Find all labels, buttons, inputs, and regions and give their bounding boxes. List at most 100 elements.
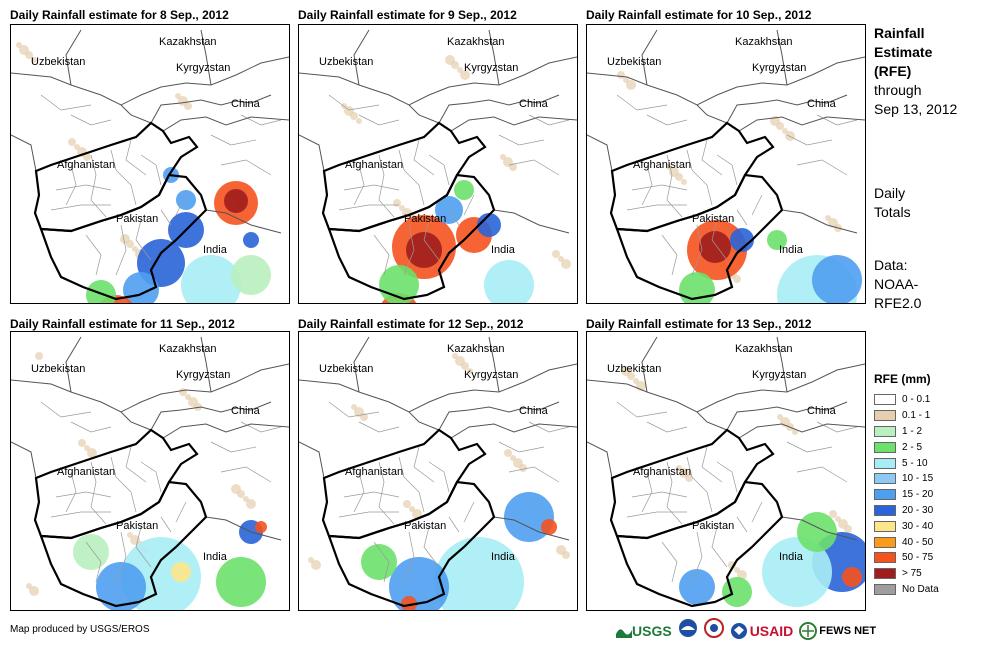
legend-swatch	[874, 504, 896, 516]
kyrgyzstan-label: Kyrgyzstan	[752, 369, 806, 381]
legend-item: 15 - 20	[874, 487, 939, 503]
panel-title-3: Daily Rainfall estimate for 10 Sep., 201…	[586, 8, 812, 22]
legend-swatch	[874, 489, 896, 501]
legend-swatch	[874, 473, 896, 485]
country-borders	[587, 336, 865, 541]
legend-item: 40 - 50	[874, 534, 939, 550]
kazakhstan-label: Kazakhstan	[159, 36, 216, 48]
legend-item: 50 - 75	[874, 550, 939, 566]
legend-swatch	[874, 552, 896, 564]
map-series-title: Rainfall Estimate (RFE) through Sep 13, …	[874, 24, 957, 119]
daily-totals-label: Daily Totals	[874, 184, 911, 222]
admin-boundaries	[40, 94, 282, 276]
legend-swatch	[874, 457, 896, 469]
kyrgyzstan-label: Kyrgyzstan	[176, 369, 230, 381]
panel-title-5: Daily Rainfall estimate for 12 Sep., 201…	[298, 317, 524, 331]
pakistan-outline	[615, 480, 784, 608]
legend-label: 0.1 - 1	[902, 410, 931, 422]
noaa-logo-icon	[678, 618, 698, 643]
rainfall-layer	[679, 512, 865, 607]
legend-label: 2 - 5	[902, 441, 923, 453]
source-line-1: Data:	[874, 257, 908, 273]
afghanistan-label: Afghanistan	[345, 466, 403, 478]
legend-label: 5 - 10	[902, 457, 928, 469]
legend-item: 20 - 30	[874, 503, 939, 519]
legend-item: 0 - 0.1	[874, 392, 939, 408]
rainfall-area	[484, 260, 534, 303]
kazakhstan-label: Kazakhstan	[735, 343, 792, 355]
agency-logos: USGS USAID FEWS NET	[616, 618, 876, 643]
legend-item: 0.1 - 1	[874, 408, 939, 424]
afghanistan-label: Afghanistan	[57, 159, 115, 171]
rainfall-area	[361, 544, 397, 580]
rainfall-area	[699, 231, 731, 263]
pakistan-outline	[615, 173, 784, 301]
rainfall-area	[231, 255, 271, 295]
country-borders	[587, 29, 865, 234]
rainfall-area	[176, 190, 196, 210]
rainfall-area	[96, 562, 146, 610]
country-borders	[299, 336, 577, 541]
rainfall-area	[477, 213, 501, 237]
map-panel-5: Kazakhstan Uzbekistan Kyrgyzstan China Afgha…	[298, 331, 578, 611]
afghanistan-label: Afghanistan	[633, 159, 691, 171]
pakistan-outline	[327, 173, 496, 301]
map-panel-3: Kazakhstan Uzbekistan Kyrgyzstan China Afgha…	[586, 24, 866, 304]
india-label: India	[203, 244, 228, 256]
map-panel-6: Kazakhstan Uzbekistan Kyrgyzstan China Afgha…	[586, 331, 866, 611]
daily-line-1: Daily	[874, 185, 906, 201]
kazakhstan-label: Kazakhstan	[447, 343, 504, 355]
kazakhstan-label: Kazakhstan	[159, 343, 216, 355]
legend-swatch	[874, 568, 896, 580]
rainfall-area	[255, 521, 267, 533]
uzbekistan-label: Uzbekistan	[607, 56, 661, 68]
rainfall-area	[722, 577, 752, 607]
rainfall-area	[243, 232, 259, 248]
rainfall-area	[389, 557, 449, 610]
usgs-logo-text: USGS	[632, 622, 672, 639]
admin-boundaries	[616, 94, 858, 276]
kyrgyzstan-label: Kyrgyzstan	[464, 369, 518, 381]
legend-item: 2 - 5	[874, 439, 939, 455]
india-label: India	[779, 244, 804, 256]
country-borders	[11, 29, 289, 234]
legend-label: No Data	[902, 583, 939, 595]
legend-title: RFE (mm)	[874, 372, 931, 386]
country-borders	[299, 29, 577, 234]
rainfall-area	[797, 512, 837, 552]
source-line-3: RFE2.0	[874, 295, 922, 311]
admin-boundaries	[328, 94, 570, 276]
pakistan-outline	[39, 173, 208, 301]
rainfall-layer	[379, 180, 534, 303]
usaid-logo: USAID	[730, 622, 793, 640]
usgs-logo: USGS	[616, 623, 672, 639]
country-borders	[11, 336, 289, 541]
rainfall-area	[216, 557, 266, 607]
map-credit: Map produced by USGS/EROS	[10, 624, 150, 635]
afghanistan-label: Afghanistan	[345, 159, 403, 171]
uzbekistan-label: Uzbekistan	[319, 363, 373, 375]
pakistan-label: Pakistan	[404, 213, 446, 225]
kazakhstan-label: Kazakhstan	[447, 36, 504, 48]
rainfall-area	[541, 519, 557, 535]
map-panel-1: Kazakhstan Uzbekistan Kyrgyzstan China Afgha…	[10, 24, 290, 304]
dhs-seal-icon	[703, 618, 724, 643]
rainfall-area	[73, 534, 109, 570]
legend-label: 20 - 30	[902, 504, 934, 516]
rainfall-area	[86, 280, 116, 303]
panel-title-1: Daily Rainfall estimate for 8 Sep., 2012	[10, 8, 229, 22]
india-label: India	[779, 551, 804, 563]
panel-title-2: Daily Rainfall estimate for 9 Sep., 2012	[298, 8, 517, 22]
title-line-2: Estimate	[874, 44, 933, 60]
legend-label: 15 - 20	[902, 489, 934, 501]
rainfall-layer	[679, 220, 862, 303]
rainfall-area	[679, 569, 715, 605]
legend-item: 5 - 10	[874, 455, 939, 471]
panel-title-4: Daily Rainfall estimate for 11 Sep., 201…	[10, 317, 235, 331]
legend-label: 30 - 40	[902, 520, 934, 532]
india-label: India	[203, 551, 228, 563]
legend-label: > 75	[902, 568, 922, 580]
legend-item: 30 - 40	[874, 518, 939, 534]
china-label: China	[519, 405, 549, 417]
uzbekistan-label: Uzbekistan	[607, 363, 661, 375]
